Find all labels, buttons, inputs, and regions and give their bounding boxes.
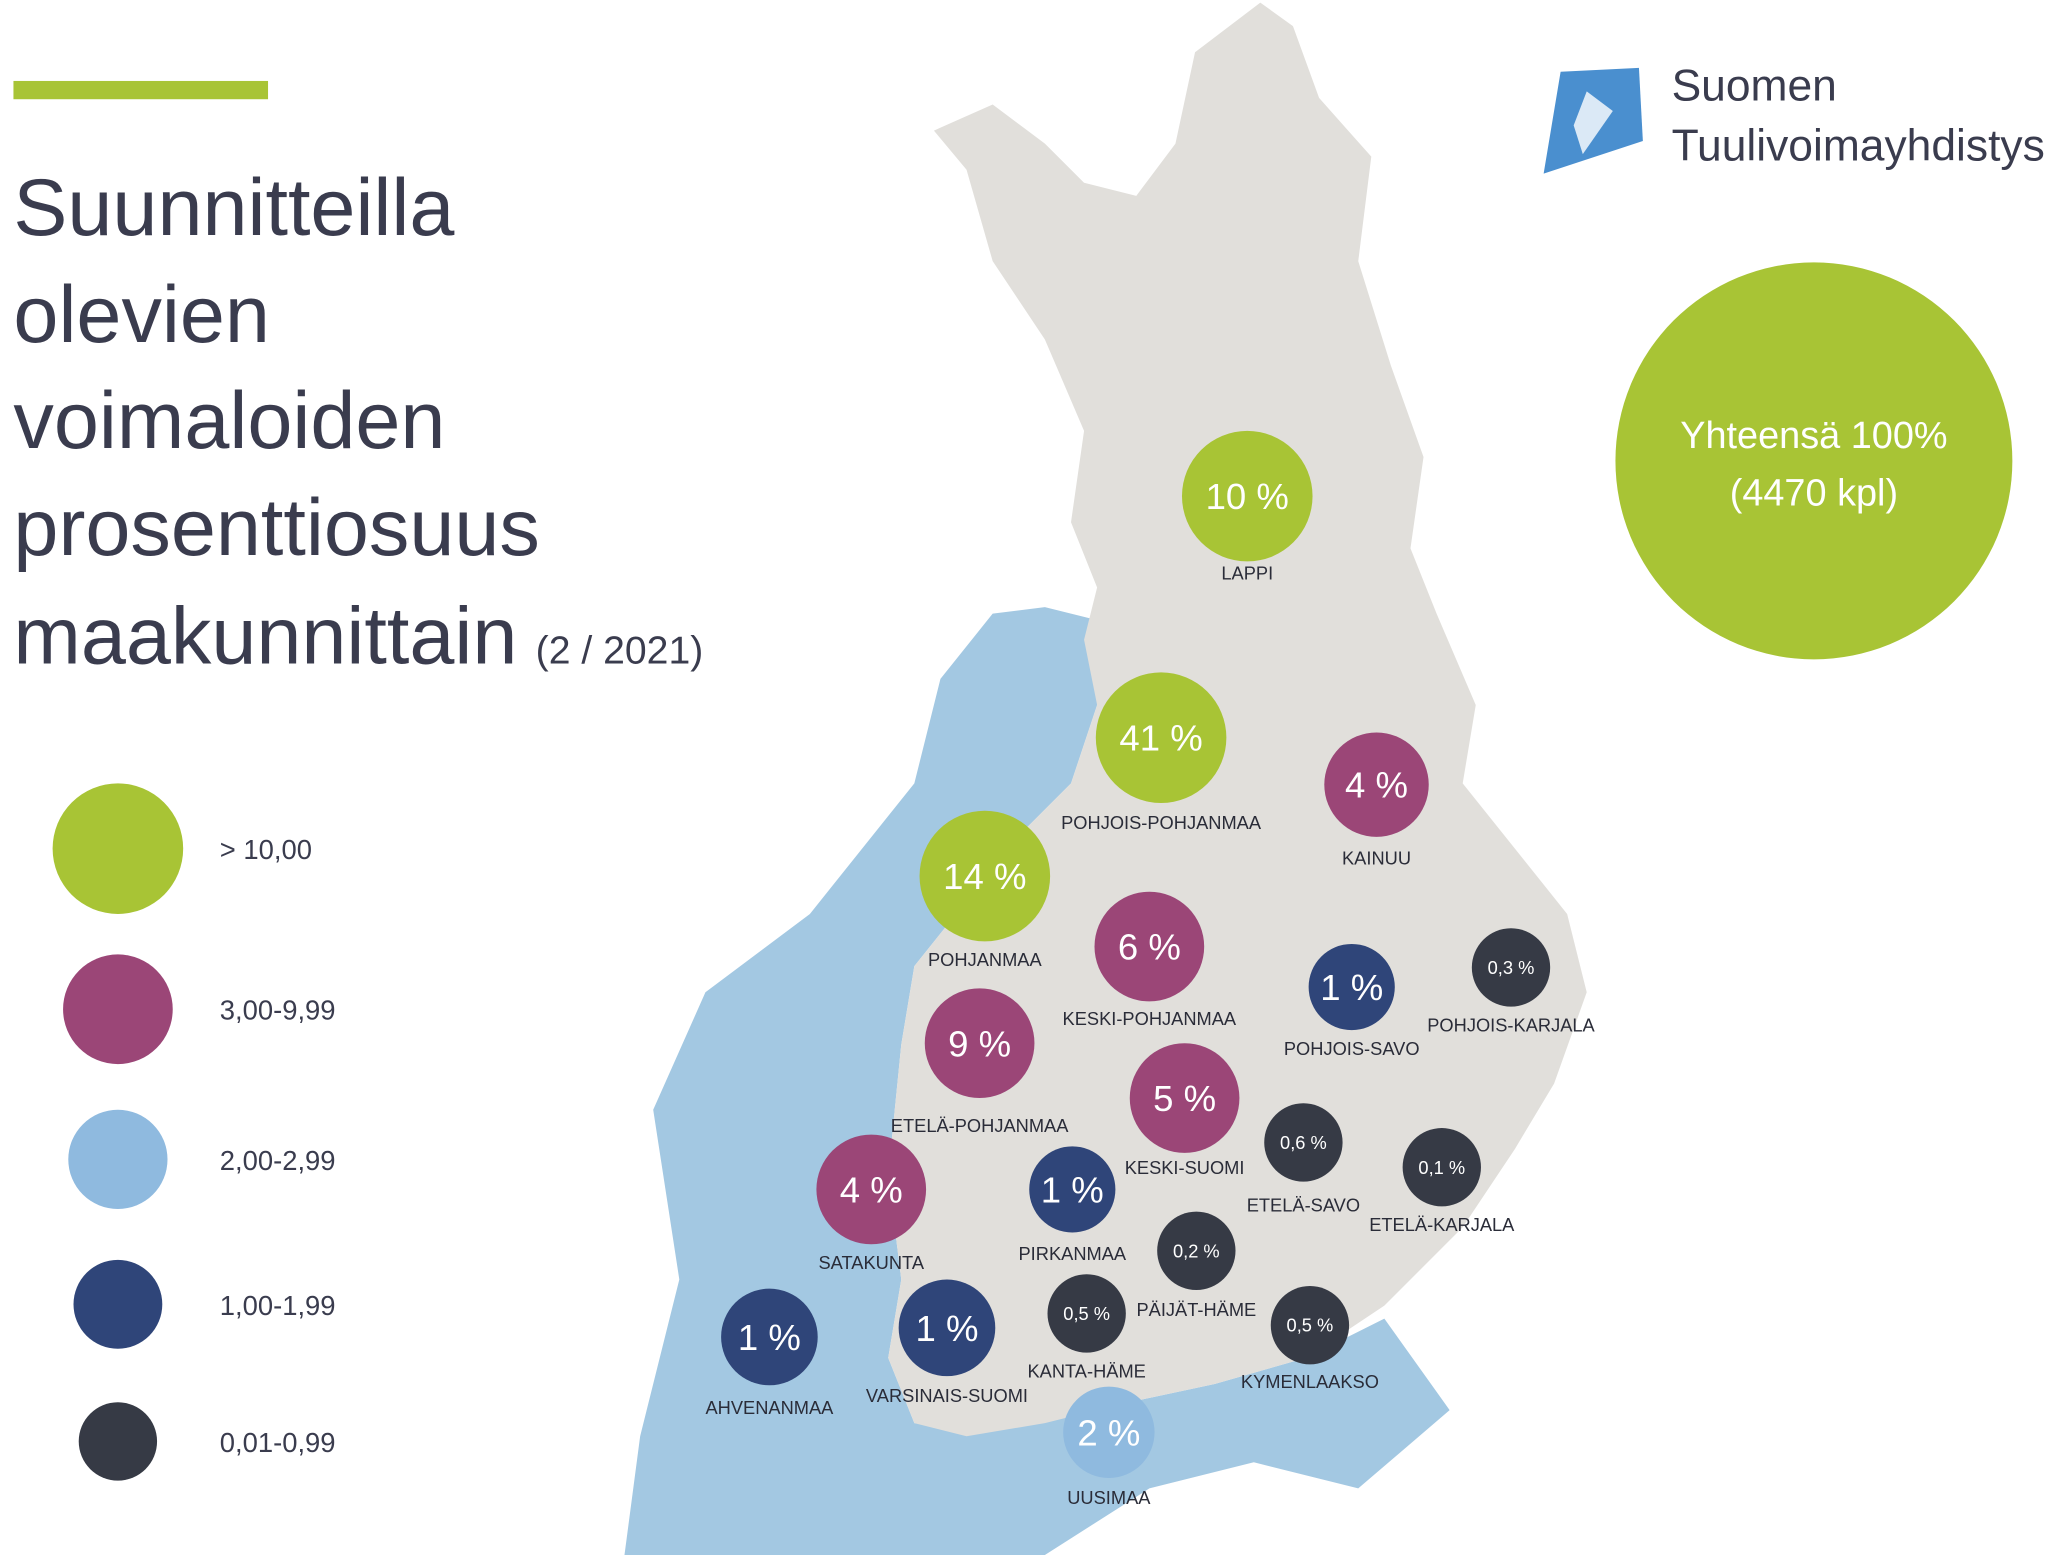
region-value: 4 % [1345,765,1408,806]
region-bubble [1095,672,1227,803]
title-line: prosenttiosuus [13,483,539,573]
title-line: maakunnittain (2 / 2021) [13,591,703,681]
region-value: 10 % [1206,476,1289,517]
region-name: KAINUU [1342,847,1411,868]
land [888,2,1587,1437]
region-name: ETELÄ-KARJALA [1369,1214,1515,1235]
region-value: 0,3 % [1488,957,1535,978]
sea [624,607,1450,1555]
legend-label: > 10,00 [220,834,312,865]
legend-swatch [52,783,184,914]
region-bubble [1094,891,1205,1002]
region-value: 0,5 % [1063,1303,1110,1324]
region-name: PÄIJÄT-HÄME [1136,1299,1256,1320]
legend-label: 0,01-0,99 [220,1427,336,1458]
region-value: 0,6 % [1280,1132,1327,1153]
region-value: 1 % [738,1317,801,1358]
region-value: 41 % [1119,718,1202,759]
legend-swatch [68,1109,168,1210]
title-line: olevien [13,270,270,360]
legend-swatch [73,1259,163,1349]
region-name: KESKI-SUOMI [1125,1157,1245,1178]
region-name: KANTA-HÄME [1027,1360,1145,1381]
region-bubble [1047,1274,1126,1353]
region-bubble [1270,1286,1350,1365]
region-value: 0,1 % [1418,1157,1465,1178]
region-name: AHVENANMAA [705,1397,834,1418]
region-bubble [1324,732,1429,837]
legend-label: 1,00-1,99 [220,1290,336,1321]
accent-bar [13,80,269,100]
title-line: voimaloiden [13,376,445,466]
region-value: 14 % [943,856,1026,897]
title-line: Suunnitteilla [13,163,455,253]
region-bubble [1471,928,1551,1007]
region-value: 1 % [915,1308,978,1349]
legend-label: 2,00-2,99 [220,1145,336,1176]
region-name: ETELÄ-SAVO [1247,1195,1360,1216]
region-name: VARSINAIS-SUOMI [866,1385,1028,1406]
region-value: 1 % [1041,1169,1104,1210]
region-name: PIRKANMAA [1019,1243,1127,1264]
region-bubble [816,1134,927,1245]
total-line2: (4470 kpl) [1730,472,1898,514]
region-bubble [1157,1211,1236,1290]
region-name: LAPPI [1221,563,1273,584]
region-name: KYMENLAAKSO [1241,1371,1379,1392]
logo-line2: Tuulivoimayhdistys [1672,122,2045,171]
region-bubble [898,1279,996,1377]
region-name: POHJOIS-KARJALA [1427,1014,1595,1035]
region-value: 4 % [840,1169,903,1210]
title-date: (2 / 2021) [536,629,704,672]
region-bubble [1063,1386,1155,1478]
total-line1: Yhteensä 100% [1680,415,1947,457]
region-name: KESKI-POHJANMAA [1063,1008,1237,1029]
region-bubble [1308,943,1395,1031]
region-value: 0,2 % [1173,1240,1220,1261]
region-value: 9 % [948,1023,1011,1064]
region-name: POHJOIS-POHJANMAA [1061,812,1262,833]
region-name: POHJANMAA [928,949,1042,970]
region-value: 0,5 % [1287,1315,1334,1336]
region-name: SATAKUNTA [818,1252,924,1273]
region-value: 1 % [1320,967,1383,1008]
region-value: 5 % [1153,1078,1216,1119]
region-bubble [1029,1146,1116,1233]
region-name: POHJOIS-SAVO [1284,1038,1420,1059]
legend-swatch [63,954,173,1065]
legend-swatch [78,1402,158,1481]
region-bubble [924,988,1035,1099]
region-value: 2 % [1077,1412,1140,1453]
legend-label: 3,00-9,99 [220,995,336,1026]
region-name: UUSIMAA [1067,1487,1151,1508]
region-name: ETELÄ-POHJANMAA [891,1115,1069,1136]
logo-line1: Suomen [1672,62,1837,111]
region-bubble [919,810,1051,942]
logo-icon [1543,67,1643,174]
region-bubble [1129,1043,1240,1153]
region-bubble [1181,430,1313,562]
region-value: 6 % [1118,927,1181,968]
region-bubble [1264,1103,1343,1182]
region-bubble [1402,1128,1481,1207]
total-circle [1615,262,2013,660]
region-bubble [721,1288,818,1386]
